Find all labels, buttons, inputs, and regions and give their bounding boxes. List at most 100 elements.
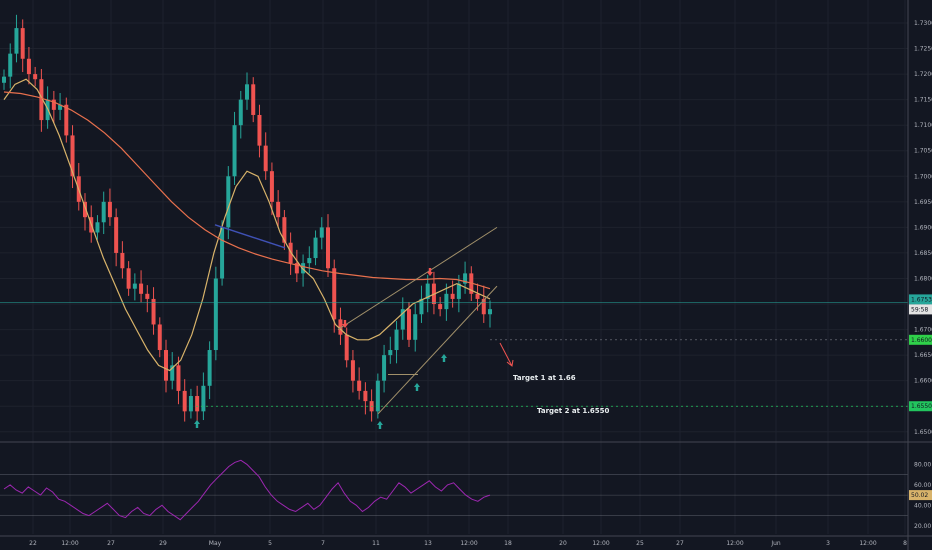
- time-tick-label: 29: [159, 540, 167, 547]
- time-tick-label: 12:00: [460, 540, 477, 547]
- rsi-value-tag-box: [909, 490, 932, 501]
- candle-body: [157, 324, 162, 351]
- candle-body: [188, 396, 193, 412]
- fast-moving-average: [3, 78, 491, 372]
- candle-body: [463, 273, 468, 284]
- target2-price-tag-box: [909, 401, 932, 412]
- price-tick-label: 1.72500: [914, 46, 932, 53]
- candle-body: [400, 309, 405, 330]
- candle-body: [2, 76, 6, 83]
- target2-annotation: Target 2 at 1.6550: [537, 407, 610, 415]
- candle-body: [301, 263, 306, 274]
- candle-body: [182, 390, 187, 412]
- candle-body: [475, 293, 480, 299]
- price-tick-label: 1.68500: [914, 250, 932, 257]
- time-tick-label: Jun: [770, 540, 781, 547]
- candle-body: [307, 258, 312, 264]
- slow-moving-average: [3, 91, 491, 290]
- candle-body: [332, 268, 337, 320]
- candle-body: [263, 145, 268, 172]
- buy-arrow: [441, 354, 447, 362]
- candle-body: [107, 201, 112, 218]
- candle-body: [363, 390, 368, 402]
- price-tick-label: 1.70500: [914, 148, 932, 155]
- candle-body: [145, 293, 150, 299]
- candle-body: [33, 74, 38, 80]
- candle-body: [20, 28, 25, 59]
- time-tick-label: 8: [903, 540, 907, 547]
- candle-body: [232, 125, 237, 177]
- candle-body: [276, 201, 281, 218]
- candle-body: [444, 293, 449, 310]
- time-tick-label: 7: [321, 540, 325, 547]
- candle-body: [226, 176, 231, 228]
- time-tick-label: 13: [424, 540, 432, 547]
- candle-body: [70, 135, 75, 177]
- candle-body: [39, 79, 44, 121]
- candle-body: [8, 53, 13, 77]
- time-tick-label: 22: [29, 540, 37, 547]
- candle-body: [344, 334, 349, 361]
- time-tick-label: 12:00: [61, 540, 78, 547]
- candle-body: [132, 283, 137, 289]
- upper-trendline: [337, 226, 498, 331]
- candle-body: [245, 84, 249, 100]
- candle-body: [195, 396, 200, 412]
- candle-body: [207, 350, 212, 386]
- price-tick-label: 1.67000: [914, 327, 932, 334]
- target2-price-tag-text: 1.6550: [911, 403, 932, 410]
- candle-body: [338, 319, 343, 335]
- candle-body: [58, 104, 63, 110]
- price-tick-label: 1.72000: [914, 71, 932, 78]
- price-tick-label: 1.66500: [914, 352, 932, 359]
- buy-arrow: [194, 420, 200, 428]
- lower-trendline: [377, 285, 498, 415]
- candle-body: [313, 237, 318, 259]
- target1-price-tag-text: 1.6600: [911, 337, 932, 344]
- gridlines: [0, 0, 908, 534]
- candle-body: [419, 298, 424, 315]
- candle-body: [238, 99, 243, 126]
- candle-body: [450, 293, 455, 299]
- price-tick-label: 1.65000: [914, 429, 932, 436]
- price-tick-label: 1.69000: [914, 224, 932, 231]
- candle-body: [413, 314, 418, 340]
- current-price-tag-box: [909, 294, 932, 305]
- time-tick-label: May: [209, 540, 222, 547]
- projection-arrow: [499, 342, 514, 367]
- candle-body: [170, 365, 175, 381]
- overlay-lines: [0, 78, 908, 415]
- time-tick-label: 12:00: [859, 540, 876, 547]
- candle-body: [294, 263, 299, 274]
- price-tick-label: 1.70000: [914, 173, 932, 180]
- target1-price-tag: 1.6600: [909, 334, 932, 345]
- time-tick-label: 27: [676, 540, 684, 547]
- candle-body: [51, 99, 56, 110]
- rsi-tick-label: 60.00: [914, 482, 931, 489]
- candle-body: [326, 227, 330, 269]
- candle-body: [220, 227, 225, 279]
- candle-body: [257, 114, 262, 146]
- buy-arrow: [377, 421, 383, 429]
- candle-body: [375, 380, 380, 412]
- candle-body: [126, 268, 131, 289]
- candle-body: [139, 283, 144, 294]
- target1-price-tag-box: [909, 334, 932, 345]
- sell-arrow: [427, 268, 433, 276]
- candle-body: [83, 201, 87, 218]
- blue-segment: [214, 224, 286, 249]
- candle-body: [176, 365, 181, 391]
- candle-body: [407, 309, 411, 340]
- candle-body: [382, 355, 387, 381]
- candle-body: [101, 201, 106, 223]
- candle-body: [282, 217, 287, 243]
- rsi-tick-label: 80.00: [914, 461, 931, 468]
- price-tick-label: 1.66000: [914, 378, 932, 385]
- candle-body: [120, 252, 125, 269]
- current-price-tag-text: 1.67532: [911, 296, 932, 303]
- candle-body: [438, 304, 443, 310]
- candle-body: [26, 58, 31, 75]
- candle-body: [425, 283, 430, 299]
